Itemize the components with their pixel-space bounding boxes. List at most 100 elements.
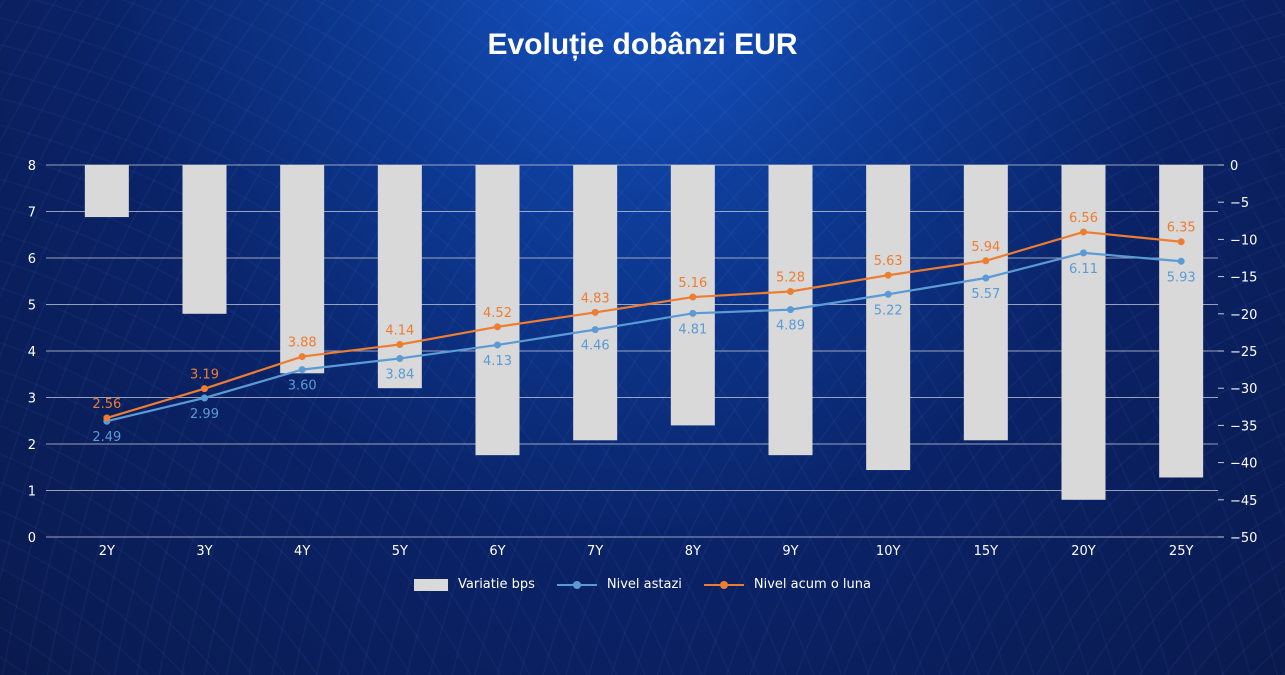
nivel-acum-o-luna-marker: [1080, 228, 1087, 236]
nivel-astazi-data-label: 4.81: [678, 322, 707, 337]
nivel-acum-o-luna-line: [106, 230, 1182, 420]
x-tick-label: 4Y: [294, 544, 310, 559]
y-tick-left: 1: [28, 485, 36, 500]
nivel-astazi-marker: [982, 274, 990, 282]
y-tick-right: −20: [1230, 308, 1257, 323]
x-tick-label: 20Y: [1071, 544, 1096, 559]
nivel-acum-o-luna-marker: [396, 340, 404, 348]
x-tick-label: 8Y: [685, 544, 701, 559]
y-tick-left: 8: [28, 159, 36, 174]
nivel-acum-o-luna-data-label: 3.19: [190, 368, 219, 383]
x-tick-label: 2Y: [99, 544, 115, 559]
nivel-astazi-marker: [298, 366, 306, 374]
bar-variatie-5Y: [377, 165, 422, 389]
nivel-acum-o-luna-marker: [298, 353, 306, 361]
nivel-acum-o-luna-data-label: 6.56: [1069, 211, 1098, 226]
nivel-acum-o-luna-marker: [103, 414, 111, 422]
nivel-astazi-data-label: 3.60: [288, 379, 317, 394]
nivel-astazi-data-label: 2.99: [190, 407, 219, 422]
y-tick-right: −15: [1230, 271, 1257, 286]
nivel-acum-o-luna-data-label: 5.28: [776, 270, 805, 285]
x-tick-label: 3Y: [196, 544, 212, 559]
nivel-astazi-data-label: 4.89: [776, 319, 805, 334]
nivel-astazi-line: [106, 251, 1182, 423]
bar-variatie-25Y: [1159, 165, 1204, 478]
nivel-astazi-data-label: 4.13: [483, 354, 512, 369]
line-marker-icon-blue: [556, 580, 597, 589]
nivel-acum-o-luna-data-label: 5.94: [971, 240, 1000, 255]
y-tick-left: 7: [28, 206, 36, 221]
x-tick-label: 5Y: [392, 544, 408, 559]
legend-label-variatie: Variatie bps: [458, 577, 535, 592]
nivel-acum-o-luna-data-label: 2.56: [92, 397, 121, 412]
bar-variatie-2Y: [84, 165, 129, 218]
nivel-acum-o-luna-data-label: 3.88: [288, 336, 317, 351]
x-tick-label: 15Y: [974, 544, 999, 559]
bar-variatie-20Y: [1061, 165, 1106, 500]
y-tick-left: 5: [28, 299, 36, 314]
bar-variatie-4Y: [280, 165, 325, 374]
y-tick-right: −5: [1230, 196, 1249, 211]
nivel-acum-o-luna-marker: [1177, 238, 1185, 246]
nivel-astazi-marker: [689, 309, 697, 317]
legend-item-today[interactable]: Nivel astazi: [556, 577, 682, 592]
y-tick-right: −25: [1230, 345, 1257, 360]
y-tick-right: −40: [1230, 457, 1257, 472]
nivel-astazi-data-label: 5.22: [874, 303, 903, 318]
nivel-astazi-data-label: 3.84: [385, 367, 414, 382]
bar-variatie-6Y: [475, 165, 520, 456]
y-tick-right: 0: [1230, 159, 1238, 174]
nivel-acum-o-luna-data-label: 4.83: [581, 291, 610, 306]
legend-label-month-ago: Nivel acum o luna: [753, 577, 871, 592]
chart-title: Evoluție dobânzi EUR: [487, 28, 798, 61]
chart-legend: Variatie bps Nivel astazi Nivel acum o l…: [0, 577, 1285, 592]
bar-swatch-icon: [414, 578, 448, 591]
y-tick-left: 2: [28, 438, 36, 453]
nivel-astazi-data-label: 5.93: [1167, 270, 1196, 285]
x-tick-label: 9Y: [782, 544, 798, 559]
nivel-astazi-marker: [201, 394, 208, 402]
bar-variatie-15Y: [963, 165, 1008, 441]
x-tick-label: 6Y: [489, 544, 505, 559]
nivel-astazi-data-label: 4.46: [581, 339, 610, 354]
y-tick-right: −45: [1230, 494, 1257, 509]
nivel-acum-o-luna-marker: [787, 287, 794, 295]
y-tick-right: −30: [1230, 382, 1257, 397]
line-marker-icon-orange: [703, 580, 744, 589]
nivel-astazi-marker: [1177, 257, 1185, 265]
x-tick-label: 25Y: [1169, 544, 1194, 559]
nivel-acum-o-luna-data-label: 4.52: [483, 306, 512, 321]
nivel-acum-o-luna-marker: [591, 308, 599, 316]
y-tick-left: 3: [28, 392, 36, 407]
nivel-acum-o-luna-marker: [884, 271, 892, 279]
bar-variatie-10Y: [866, 165, 911, 471]
legend-label-today: Nivel astazi: [606, 577, 682, 592]
bar-variatie-3Y: [182, 165, 227, 314]
nivel-acum-o-luna-data-label: 5.16: [678, 276, 707, 291]
nivel-acum-o-luna-marker: [982, 257, 990, 265]
x-tick-label: 10Y: [876, 544, 901, 559]
y-tick-left: 0: [28, 531, 36, 546]
nivel-acum-o-luna-data-label: 6.35: [1167, 221, 1196, 236]
nivel-astazi-marker: [396, 354, 404, 362]
nivel-astazi-marker: [591, 326, 599, 334]
nivel-astazi-marker: [884, 290, 892, 298]
nivel-astazi-data-label: 6.11: [1069, 262, 1098, 277]
legend-item-month-ago[interactable]: Nivel acum o luna: [703, 577, 871, 592]
bar-variatie-7Y: [573, 165, 618, 441]
nivel-astazi-marker: [787, 306, 794, 314]
y-tick-right: −35: [1230, 419, 1257, 434]
nivel-acum-o-luna-marker: [201, 385, 208, 393]
x-tick-label: 7Y: [587, 544, 603, 559]
nivel-astazi-marker: [494, 341, 501, 349]
nivel-astazi-data-label: 2.49: [92, 430, 121, 445]
nivel-acum-o-luna-data-label: 4.14: [385, 323, 414, 338]
nivel-astazi-marker: [1080, 249, 1087, 257]
y-tick-left: 4: [28, 345, 36, 360]
nivel-acum-o-luna-marker: [494, 323, 501, 331]
nivel-acum-o-luna-marker: [689, 293, 697, 301]
nivel-acum-o-luna-data-label: 5.63: [874, 254, 903, 269]
y-tick-right: −50: [1230, 531, 1257, 546]
legend-item-variatie[interactable]: Variatie bps: [414, 577, 535, 592]
